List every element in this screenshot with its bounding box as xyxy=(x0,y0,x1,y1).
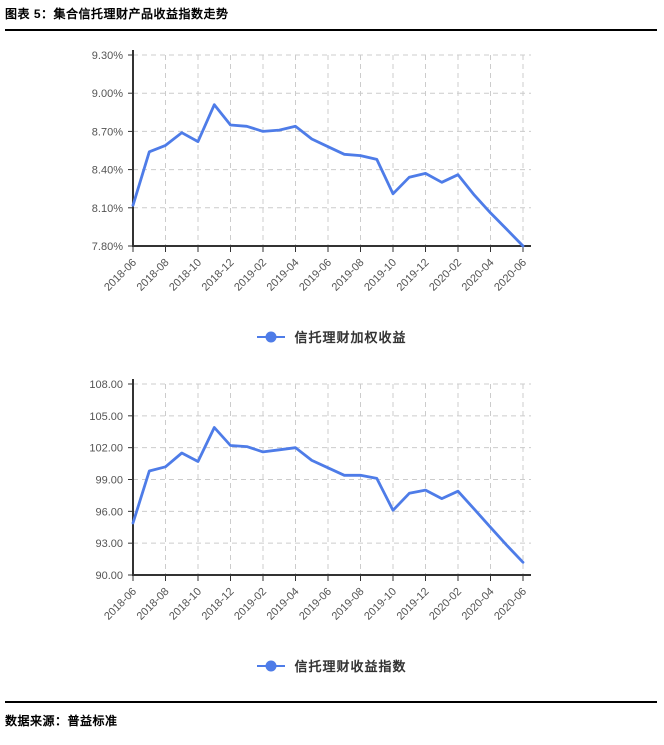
weighted-yield-chart: 9.30% 9.00% 8.70% 8.40% 8.10% 7.80% 2018-06 201… xyxy=(0,43,664,346)
svg-text:2019-04: 2019-04 xyxy=(265,586,302,623)
svg-text:99.00: 99.00 xyxy=(95,475,123,487)
figure-title: 图表 5：集合信托理财产品收益指数走势 xyxy=(5,7,229,21)
svg-text:2018-10: 2018-10 xyxy=(167,586,204,623)
svg-text:2019-08: 2019-08 xyxy=(330,257,367,294)
svg-text:8.40%: 8.40% xyxy=(92,165,123,177)
svg-text:2020-06: 2020-06 xyxy=(492,257,529,294)
svg-text:2018-08: 2018-08 xyxy=(135,257,172,294)
svg-text:102.00: 102.00 xyxy=(89,443,123,455)
svg-text:96.00: 96.00 xyxy=(95,506,123,518)
line-dot-legend-icon xyxy=(257,660,286,671)
weighted-yield-legend: 信托理财加权收益 xyxy=(0,327,664,346)
footer-divider xyxy=(5,701,657,703)
svg-text:2020-02: 2020-02 xyxy=(427,257,464,294)
svg-text:2019-10: 2019-10 xyxy=(362,257,399,294)
svg-text:9.00%: 9.00% xyxy=(92,88,123,100)
data-source-note: 数据来源：普益标准 xyxy=(5,714,118,728)
svg-text:2018-06: 2018-06 xyxy=(102,586,139,623)
svg-text:2018-06: 2018-06 xyxy=(102,257,139,294)
figure-footer: 数据来源：普益标准 xyxy=(0,701,664,729)
svg-text:2019-12: 2019-12 xyxy=(395,257,432,294)
svg-text:2020-04: 2020-04 xyxy=(460,257,497,294)
svg-text:2019-02: 2019-02 xyxy=(232,586,269,623)
yield-index-line-chart: 108.00 105.00 102.00 99.00 96.00 93.00 90.00 20… xyxy=(89,379,531,623)
svg-text:8.70%: 8.70% xyxy=(92,126,123,138)
svg-text:2019-10: 2019-10 xyxy=(362,586,399,623)
svg-text:9.30%: 9.30% xyxy=(92,50,123,62)
svg-text:2020-06: 2020-06 xyxy=(492,586,529,623)
svg-text:2018-12: 2018-12 xyxy=(200,257,237,294)
svg-text:90.00: 90.00 xyxy=(95,570,123,582)
svg-text:2018-08: 2018-08 xyxy=(135,586,172,623)
svg-text:2018-12: 2018-12 xyxy=(200,586,237,623)
weighted-yield-legend-label: 信托理财加权收益 xyxy=(294,330,407,345)
svg-text:108.00: 108.00 xyxy=(89,379,123,391)
svg-text:7.80%: 7.80% xyxy=(92,241,123,253)
yield-index-legend: 信托理财收益指数 xyxy=(0,656,664,675)
svg-text:2019-02: 2019-02 xyxy=(232,257,269,294)
svg-text:105.00: 105.00 xyxy=(89,411,123,423)
yield-index-legend-label: 信托理财收益指数 xyxy=(294,659,407,674)
svg-text:2020-02: 2020-02 xyxy=(427,586,464,623)
header-divider xyxy=(5,29,657,31)
svg-text:2019-08: 2019-08 xyxy=(330,586,367,623)
svg-text:2018-10: 2018-10 xyxy=(167,257,204,294)
figure-header: 图表 5：集合信托理财产品收益指数走势 xyxy=(0,0,664,31)
svg-text:93.00: 93.00 xyxy=(95,538,123,550)
svg-text:8.10%: 8.10% xyxy=(92,203,123,215)
svg-text:2019-06: 2019-06 xyxy=(297,586,334,623)
svg-text:2019-04: 2019-04 xyxy=(265,257,302,294)
svg-text:2020-04: 2020-04 xyxy=(460,586,497,623)
svg-text:2019-12: 2019-12 xyxy=(395,586,432,623)
svg-text:2019-06: 2019-06 xyxy=(297,257,334,294)
line-dot-legend-icon xyxy=(257,331,286,342)
weighted-yield-line-chart: 9.30%9.00%8.70%8.40%8.10%7.80%2018-06201… xyxy=(92,50,531,294)
yield-index-chart: 108.00 105.00 102.00 99.00 96.00 93.00 90.00 20… xyxy=(0,372,664,675)
